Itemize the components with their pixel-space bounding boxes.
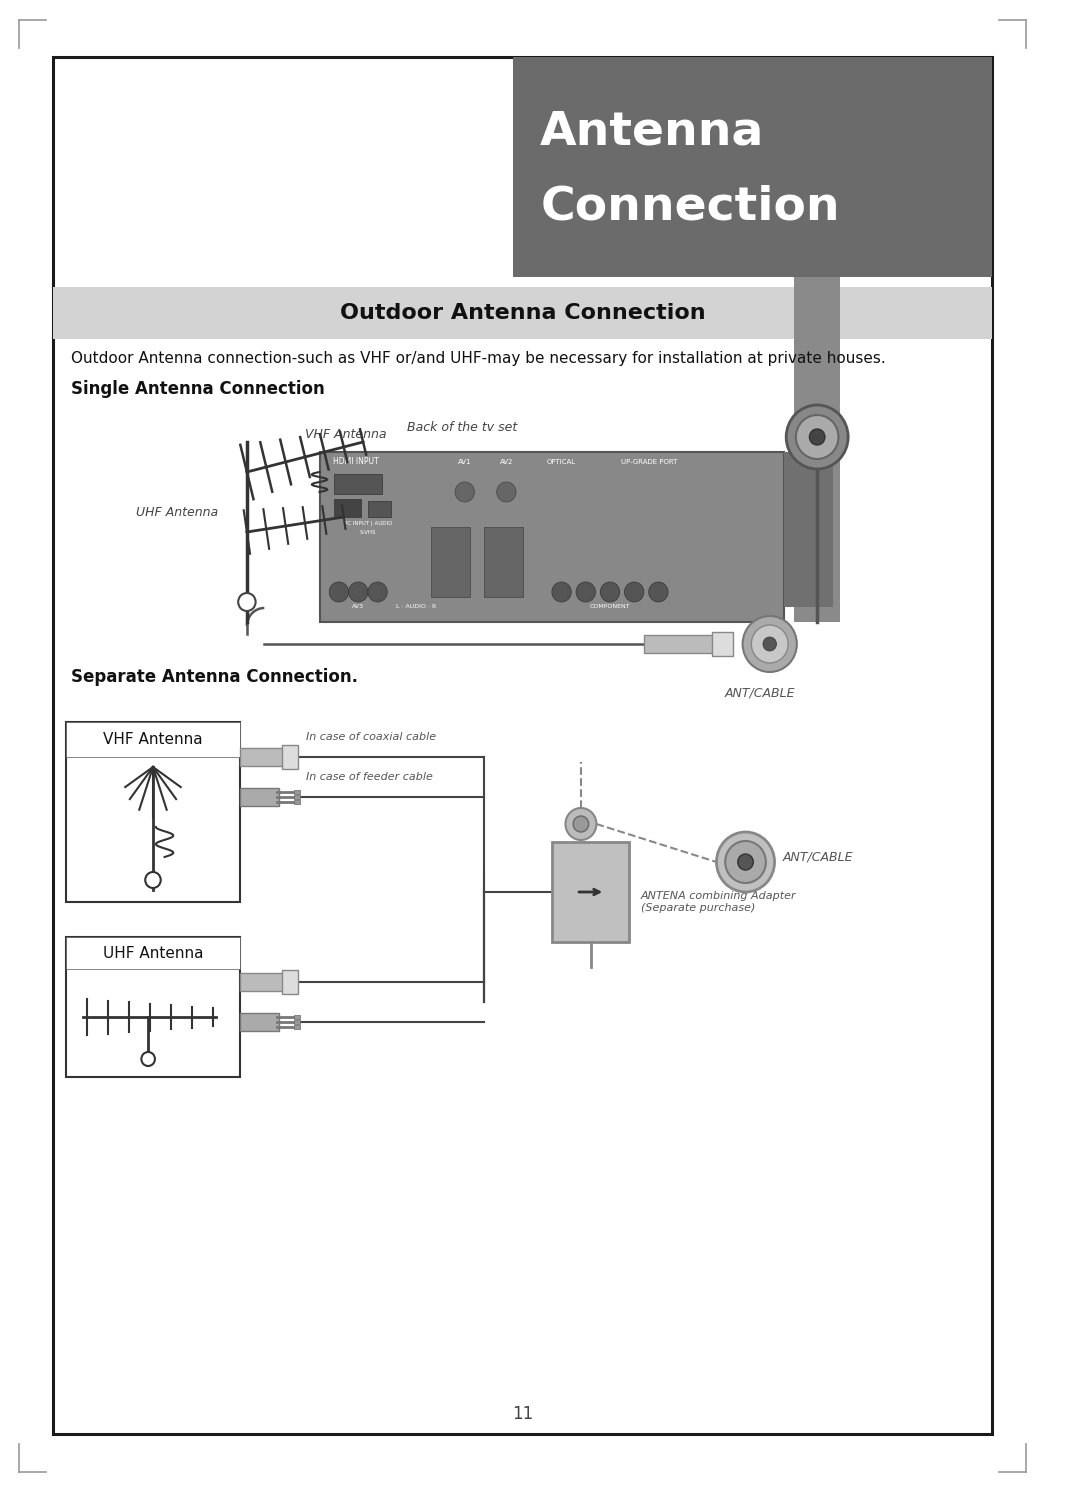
Circle shape xyxy=(239,592,256,612)
Circle shape xyxy=(368,582,388,601)
Bar xyxy=(784,452,833,607)
Circle shape xyxy=(455,482,474,501)
Circle shape xyxy=(762,637,777,651)
Text: Outdoor Antenna connection-such as VHF or/and UHF-may be necessary for installat: Outdoor Antenna connection-such as VHF o… xyxy=(70,352,886,367)
Text: L · AUDIO · R: L · AUDIO · R xyxy=(396,604,436,609)
Bar xyxy=(53,286,993,339)
Bar xyxy=(282,970,298,994)
Bar xyxy=(53,57,993,1434)
Bar xyxy=(240,788,279,806)
Circle shape xyxy=(809,430,825,445)
Circle shape xyxy=(743,616,797,671)
Bar xyxy=(431,527,470,597)
Bar xyxy=(66,722,240,756)
Text: 11: 11 xyxy=(512,1405,534,1423)
Bar xyxy=(240,973,286,991)
Text: S-VHS: S-VHS xyxy=(360,530,376,536)
Circle shape xyxy=(796,415,838,460)
Text: AV3: AV3 xyxy=(352,604,364,609)
Bar xyxy=(295,789,300,794)
Bar xyxy=(320,452,784,622)
Bar xyxy=(334,498,361,518)
Text: Connection: Connection xyxy=(540,185,840,230)
Text: Separate Antenna Connection.: Separate Antenna Connection. xyxy=(70,668,357,686)
Bar xyxy=(334,474,382,494)
Bar xyxy=(794,278,840,622)
Bar xyxy=(295,1021,300,1024)
Text: In case of coaxial cable: In case of coaxial cable xyxy=(306,733,436,742)
Text: UHF Antenna: UHF Antenna xyxy=(136,506,218,519)
Text: ANTENA combining Adapter
(Separate purchase): ANTENA combining Adapter (Separate purch… xyxy=(640,891,797,913)
Circle shape xyxy=(576,582,595,601)
Circle shape xyxy=(649,582,669,601)
Circle shape xyxy=(786,404,848,468)
Bar xyxy=(66,937,240,1077)
Bar xyxy=(295,1025,300,1029)
Circle shape xyxy=(145,871,161,888)
Bar xyxy=(295,800,300,804)
Text: In case of feeder cable: In case of feeder cable xyxy=(306,771,433,782)
Circle shape xyxy=(600,582,620,601)
Bar xyxy=(295,795,300,800)
Circle shape xyxy=(329,582,349,601)
Text: ANT/CABLE: ANT/CABLE xyxy=(782,850,853,864)
Text: VHF Antenna: VHF Antenna xyxy=(305,428,387,440)
Circle shape xyxy=(725,841,766,883)
Bar xyxy=(644,636,716,653)
Circle shape xyxy=(752,625,788,662)
Text: Antenna: Antenna xyxy=(540,109,765,155)
Bar xyxy=(66,937,240,968)
Bar xyxy=(712,633,733,656)
Text: VHF Antenna: VHF Antenna xyxy=(104,731,203,746)
Text: AV2: AV2 xyxy=(500,460,513,466)
Bar xyxy=(513,57,993,278)
Circle shape xyxy=(624,582,644,601)
Bar xyxy=(282,745,298,768)
Text: COMPONENT: COMPONENT xyxy=(590,604,631,609)
Circle shape xyxy=(497,482,516,501)
Circle shape xyxy=(349,582,368,601)
Bar xyxy=(240,747,286,765)
Circle shape xyxy=(566,809,596,840)
Circle shape xyxy=(552,582,571,601)
Circle shape xyxy=(716,833,774,892)
Text: ANT/CABLE: ANT/CABLE xyxy=(725,686,795,698)
Text: AV1: AV1 xyxy=(458,460,472,466)
Text: Back of the tv set: Back of the tv set xyxy=(407,421,517,434)
Text: Single Antenna Connection: Single Antenna Connection xyxy=(70,380,324,398)
Bar xyxy=(66,722,240,903)
Text: UP-GRADE PORT: UP-GRADE PORT xyxy=(621,460,677,466)
Circle shape xyxy=(738,853,753,870)
Bar xyxy=(368,501,391,518)
Bar xyxy=(240,1013,279,1031)
Text: OPTICAL: OPTICAL xyxy=(546,460,576,466)
Bar xyxy=(295,1015,300,1019)
Bar xyxy=(552,841,630,941)
Text: HDMI INPUT: HDMI INPUT xyxy=(334,457,379,466)
Text: PC INPUT | AUDIO: PC INPUT | AUDIO xyxy=(343,521,392,525)
Bar xyxy=(484,527,523,597)
Text: UHF Antenna: UHF Antenna xyxy=(103,946,203,961)
Circle shape xyxy=(573,816,589,833)
Text: Outdoor Antenna Connection: Outdoor Antenna Connection xyxy=(340,303,705,322)
Circle shape xyxy=(141,1052,154,1065)
